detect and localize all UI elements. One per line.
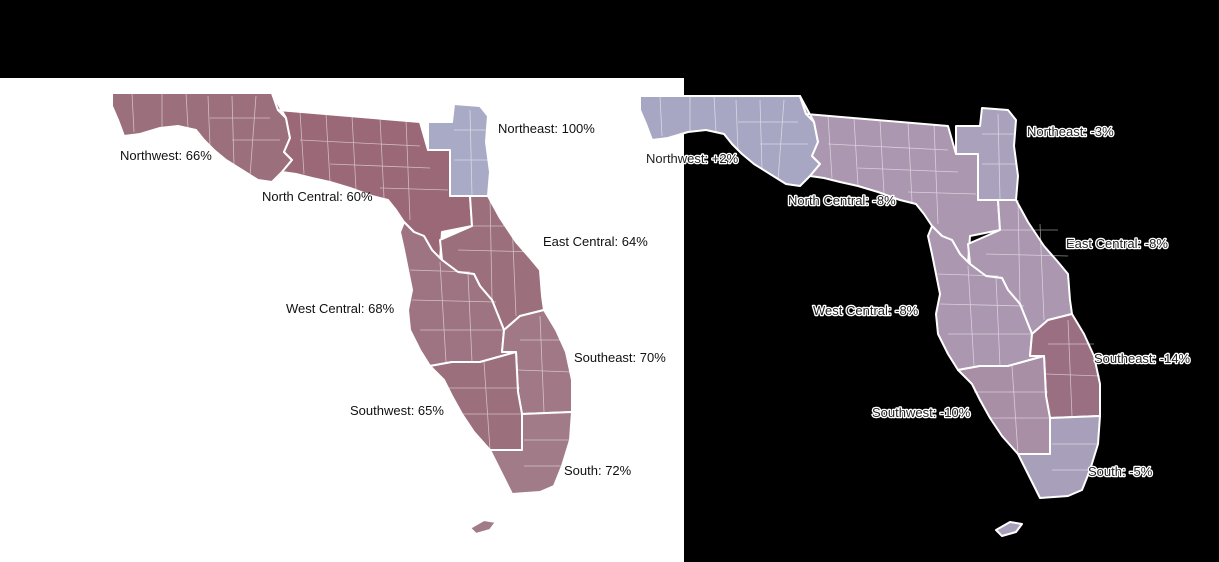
label-south: South: 72% [564,463,632,478]
label-southeast: Southeast: -14% [1094,351,1191,366]
label-southwest: Southwest: -10% [872,405,971,420]
region-south [1017,415,1101,499]
label-southwest: Southwest: 65% [350,403,444,418]
region-northwest [639,95,821,187]
region-southwest [429,351,523,451]
florida-keys [469,519,497,535]
left-florida-map: Northwest: 66% North Central: 60% Northe… [111,92,666,535]
label-northeast: Northeast: -3% [1027,124,1114,139]
label-north-central: North Central: -8% [788,193,896,208]
label-southeast: Southeast: 70% [574,350,666,365]
right-florida-map: Northwest: +2% North Central: -8% Northe… [639,95,1192,537]
label-south: South: -5% [1088,464,1153,479]
region-northwest [111,92,293,183]
region-south [489,411,573,495]
county-lines [131,92,573,467]
label-east-central: East Central: -8% [1066,236,1168,251]
region-north-central [799,95,1001,265]
region-southwest [957,355,1051,455]
region-northeast [955,107,1019,201]
region-north-central [271,92,473,261]
label-west-central: West Central: 68% [286,301,395,316]
florida-keys [995,521,1023,537]
label-northeast: Northeast: 100% [498,121,595,136]
label-east-central: East Central: 64% [543,234,648,249]
label-northwest: Northwest: +2% [646,151,739,166]
county-lines [659,95,1101,471]
label-northwest: Northwest: 66% [120,148,212,163]
label-west-central: West Central: -8% [813,303,919,318]
label-north-central: North Central: 60% [262,189,373,204]
region-northeast [427,103,491,197]
